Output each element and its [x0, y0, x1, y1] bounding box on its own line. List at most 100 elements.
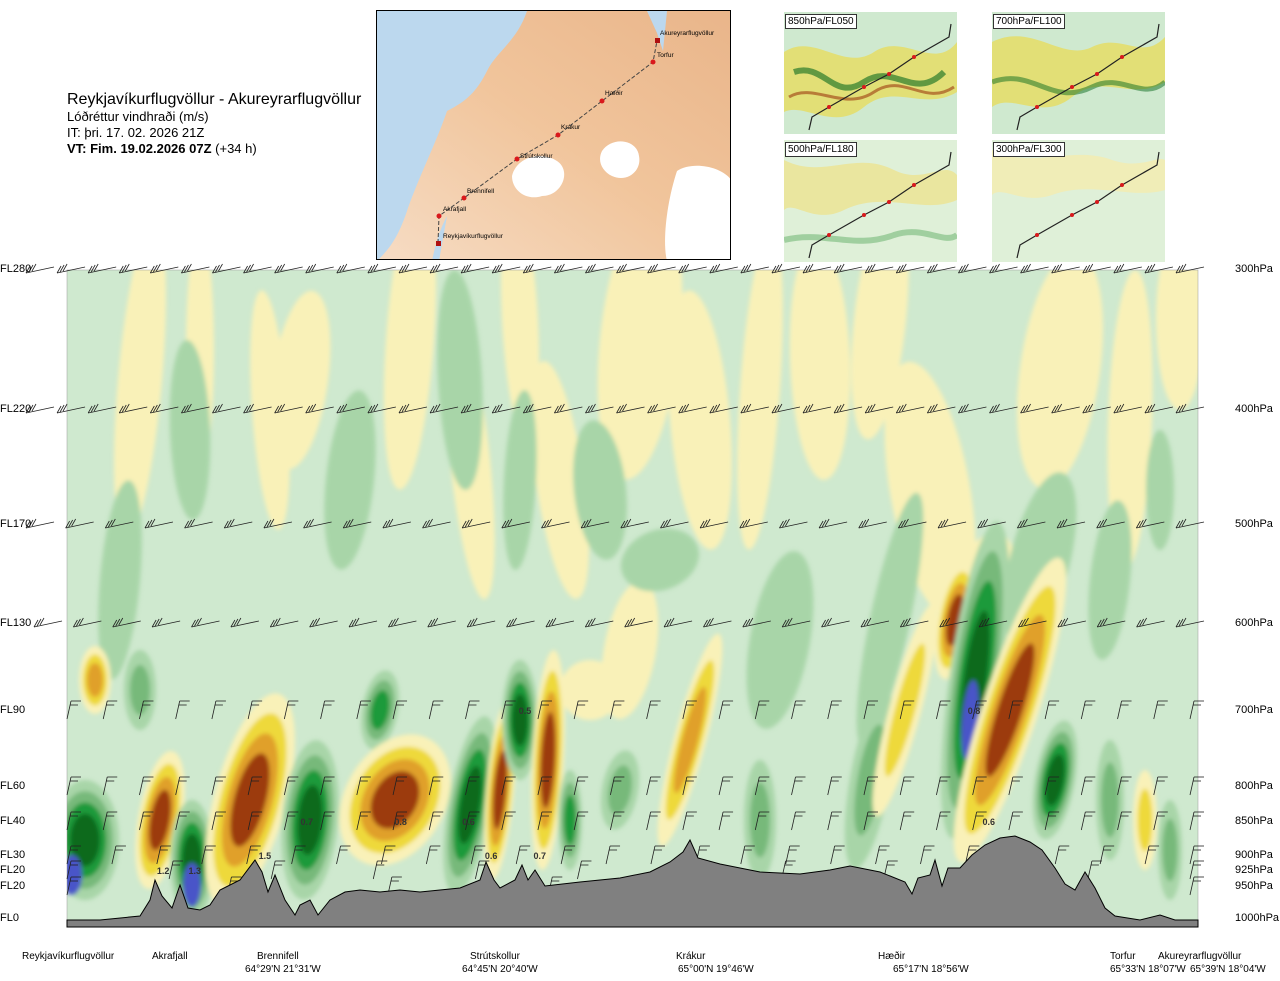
wind-barb — [87, 403, 117, 414]
wind-barb — [428, 700, 444, 720]
wind-barb — [864, 403, 894, 414]
pressure-level-label: 950hPa — [1235, 880, 1273, 892]
wind-barb — [230, 617, 259, 628]
wind-barb — [1189, 860, 1204, 880]
wind-barb — [920, 845, 935, 865]
wind-barb — [1080, 811, 1096, 831]
wind-barb — [754, 811, 770, 831]
wind-barb — [541, 518, 570, 529]
wind-barb — [149, 263, 179, 274]
wind-barb — [1044, 700, 1060, 720]
wind-barb — [554, 263, 583, 274]
wind-barb — [718, 776, 734, 796]
wind-barb — [201, 845, 216, 865]
wind-barb — [1096, 617, 1126, 628]
wind-barb — [1144, 403, 1174, 414]
wind-barb — [830, 845, 845, 865]
wind-barb — [66, 811, 81, 831]
wind-barb — [802, 403, 832, 414]
contour-value-label: 0.7 — [301, 817, 314, 827]
wind-barb — [522, 263, 552, 274]
wind-barb — [585, 403, 614, 414]
wind-barb — [584, 617, 614, 628]
wind-barbs — [25, 263, 1205, 896]
wind-barb — [191, 617, 220, 628]
wind-barb — [320, 700, 335, 720]
waypoint-coord: 65°33'N 18°07'W — [1110, 964, 1186, 975]
wind-barb — [184, 518, 213, 529]
wind-barb — [25, 403, 55, 414]
wind-barb — [283, 776, 299, 796]
wind-barb — [356, 700, 371, 720]
waypoint-name: Hæðir — [878, 951, 906, 962]
wind-barb — [392, 811, 408, 831]
waypoint-marker — [514, 156, 520, 162]
wind-barb — [1018, 617, 1047, 628]
wind-barb — [899, 776, 915, 796]
contour-value-label: 0.6 — [983, 817, 996, 827]
wind-barb — [1057, 617, 1086, 628]
wind-barb — [501, 700, 516, 720]
contour-value-label: 0.5 — [519, 706, 532, 716]
wind-barb — [616, 263, 645, 274]
wind-barb — [175, 811, 190, 831]
wind-barb — [972, 776, 987, 796]
wind-barb — [422, 518, 451, 529]
wind-barb — [274, 263, 303, 274]
route-waypoints — [436, 38, 660, 246]
wind-barb — [291, 845, 306, 865]
wind-barb — [1044, 776, 1060, 796]
contour-value-label: 1.3 — [189, 866, 202, 876]
wind-barb — [168, 860, 184, 880]
flight-level-label: FL60 — [0, 780, 26, 792]
wind-barb — [972, 700, 987, 720]
wind-barb — [309, 617, 338, 628]
wind-barb — [858, 518, 887, 529]
wind-barb — [112, 617, 141, 628]
wind-barb — [102, 811, 118, 831]
wind-barb — [899, 617, 929, 628]
wind-barb — [927, 403, 956, 414]
cross-section-chart: 1.2 1.3 1.5 0.7 0.8 0.6 0.6 0.7 0.5 0.8 0.6 — [25, 263, 1205, 928]
wind-barb — [1189, 700, 1204, 720]
wind-barb — [1175, 263, 1205, 274]
wind-barb — [827, 700, 842, 720]
wind-barb — [156, 845, 171, 865]
wind-barb — [66, 700, 81, 720]
wind-barb — [1117, 700, 1132, 720]
wind-barb — [465, 700, 480, 720]
wind-barb — [1056, 518, 1086, 529]
wind-barb — [274, 403, 303, 414]
wind-barb — [699, 518, 729, 529]
flight-level-label: FL280 — [0, 263, 32, 275]
waypoint-marker — [436, 213, 442, 219]
wind-barb — [144, 518, 174, 529]
value-labels: 1.2 1.3 1.5 0.7 0.8 0.6 0.6 0.7 0.5 0.8 0.6 — [157, 706, 995, 876]
wind-barb — [243, 263, 272, 274]
flight-level-label: FL30 — [0, 849, 26, 861]
wind-barb — [833, 403, 863, 414]
heatmap-field — [67, 270, 1198, 927]
wind-barb — [1054, 845, 1070, 865]
wind-barb — [978, 617, 1008, 628]
wind-barb — [25, 518, 55, 529]
pressure-level-label: 1000hPa — [1235, 912, 1280, 924]
wind-barb — [989, 263, 1018, 274]
contour-value-label: 0.8 — [394, 817, 407, 827]
wind-barb — [609, 700, 625, 720]
mini-map-500: 500hPa/FL180 — [784, 140, 957, 262]
wind-barb — [646, 700, 661, 720]
flight-level-label: FL170 — [0, 518, 32, 530]
wind-barb — [895, 263, 925, 274]
wind-barb — [709, 263, 738, 274]
wind-barb — [336, 263, 365, 274]
wind-barb — [818, 518, 848, 529]
wind-barb — [682, 811, 697, 831]
wind-barb — [428, 811, 444, 831]
wind-barb — [1008, 700, 1023, 720]
wind-barb — [989, 403, 1018, 414]
wind-barb — [1189, 845, 1204, 865]
wind-barb — [470, 845, 486, 865]
wind-barb — [899, 811, 915, 831]
wind-barb — [742, 617, 771, 628]
